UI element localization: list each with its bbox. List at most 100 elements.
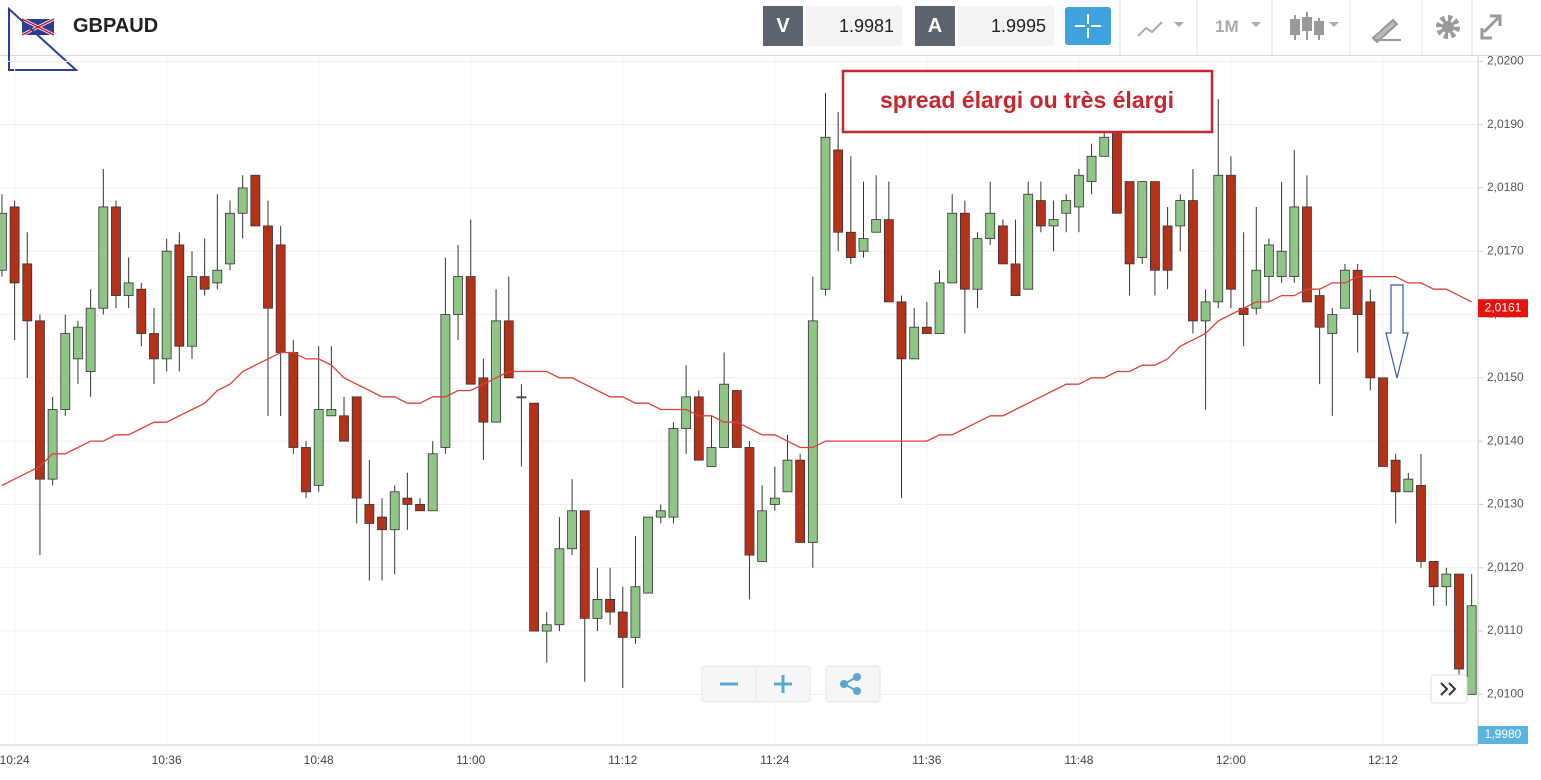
annotation-box	[841, 69, 1214, 134]
candle-body	[757, 510, 768, 562]
candle-body	[85, 307, 96, 372]
candle-body	[833, 149, 844, 233]
candle-body	[415, 504, 425, 512]
candle-body	[123, 282, 134, 296]
candle-body	[959, 212, 970, 290]
candle-body	[35, 320, 45, 480]
candle-body	[795, 459, 806, 543]
candle-body	[579, 510, 590, 619]
draw-button[interactable]	[1371, 18, 1401, 44]
candle-body	[617, 611, 628, 638]
moving-average	[1, 275, 1472, 487]
candle-body	[1289, 206, 1300, 277]
candle-body	[1441, 573, 1452, 588]
candle-body	[655, 510, 666, 518]
price-marker-label: 1,9980	[1485, 727, 1522, 741]
candle-body	[1137, 181, 1148, 258]
x-tick-label: 11:00	[456, 753, 485, 767]
candle-body	[1416, 485, 1426, 562]
candle-body	[149, 333, 159, 360]
candle-body	[263, 225, 273, 309]
y-tick-label: 2,0130	[1487, 497, 1524, 511]
candle-body	[339, 415, 349, 442]
candle-body	[73, 326, 83, 360]
fullscreen-button[interactable]	[1480, 14, 1502, 40]
candle-body	[947, 212, 958, 284]
candle-body	[136, 288, 147, 334]
candle-body	[1466, 605, 1477, 695]
candle-body	[199, 276, 210, 290]
candle-body	[275, 244, 286, 353]
y-tick-label: 2,0140	[1487, 433, 1524, 447]
candle-body	[1251, 269, 1262, 309]
candle-body	[250, 174, 261, 227]
candle-button[interactable]	[1290, 12, 1324, 40]
sell-price[interactable]: 1.9981	[806, 6, 902, 46]
candle-body	[389, 491, 400, 531]
zoom-in[interactable]	[774, 675, 792, 693]
candle-body	[681, 396, 692, 429]
x-tick-label: 11:24	[760, 753, 789, 767]
candle-body	[478, 377, 489, 423]
candle-body	[1213, 174, 1224, 303]
y-tick-label: 2,0190	[1487, 117, 1524, 131]
candle-body	[364, 504, 375, 524]
candle-body	[0, 212, 7, 271]
candle-body	[301, 447, 311, 493]
candle-body	[934, 282, 945, 334]
candle-body	[1365, 301, 1376, 379]
buy-label[interactable]: A	[915, 6, 955, 46]
candle-body	[98, 206, 109, 309]
annotation: spread élargi ou très élargi	[880, 87, 1174, 113]
candle-body	[187, 276, 197, 347]
x-tick-label: 11:48	[1064, 753, 1093, 767]
y-tick-label: 2,0170	[1487, 243, 1524, 257]
candle-body	[1112, 130, 1122, 214]
candle-body	[1314, 295, 1325, 328]
candle-body	[1023, 193, 1034, 290]
candle-body	[1061, 200, 1072, 214]
sell-label[interactable]: V	[763, 6, 803, 46]
candle-body	[567, 510, 577, 550]
candle-body	[554, 548, 565, 626]
candle-body	[605, 599, 615, 613]
candle-body	[731, 390, 742, 448]
candle-body	[9, 206, 20, 284]
candle-body	[1264, 244, 1274, 277]
candle-body	[1124, 181, 1135, 265]
price-marker	[1478, 299, 1528, 318]
candle-body	[630, 586, 641, 638]
candle-body	[503, 320, 514, 379]
candle-body	[985, 212, 996, 239]
x-tick-label: 12:00	[1216, 753, 1246, 767]
candle-body	[60, 333, 71, 410]
buy-price[interactable]: 1.9995	[958, 6, 1054, 46]
candle-body	[1099, 136, 1110, 157]
candle-body	[174, 244, 185, 347]
candle-body	[237, 187, 248, 214]
candle-body	[22, 263, 33, 322]
candle-body	[1454, 573, 1464, 670]
candle-body	[1150, 181, 1160, 271]
price-marker	[1478, 726, 1528, 744]
x-tick-label: 11:36	[912, 753, 941, 767]
candle-body	[1035, 200, 1046, 227]
crosshair-button[interactable]	[1065, 7, 1111, 45]
candle-body	[1378, 377, 1388, 467]
chart: spread élargi ou très élargi 2,0100 2,011…	[0, 56, 1528, 767]
x-tick-label: 10:36	[152, 753, 182, 767]
candle-body	[225, 212, 235, 265]
timeframe[interactable]: 1M	[1215, 17, 1239, 36]
candle-body	[1403, 478, 1414, 493]
chart-type-button[interactable]	[1137, 21, 1184, 37]
candle-body	[427, 453, 438, 512]
scroll-end[interactable]	[1430, 674, 1468, 704]
candle-body	[1086, 155, 1097, 183]
candle-body	[921, 326, 932, 334]
candle-body	[1302, 206, 1312, 303]
candle-body	[1175, 200, 1186, 227]
share[interactable]	[840, 673, 861, 695]
candle-body	[1188, 200, 1198, 322]
candle-body	[288, 352, 299, 448]
settings-button[interactable]	[1436, 15, 1460, 39]
